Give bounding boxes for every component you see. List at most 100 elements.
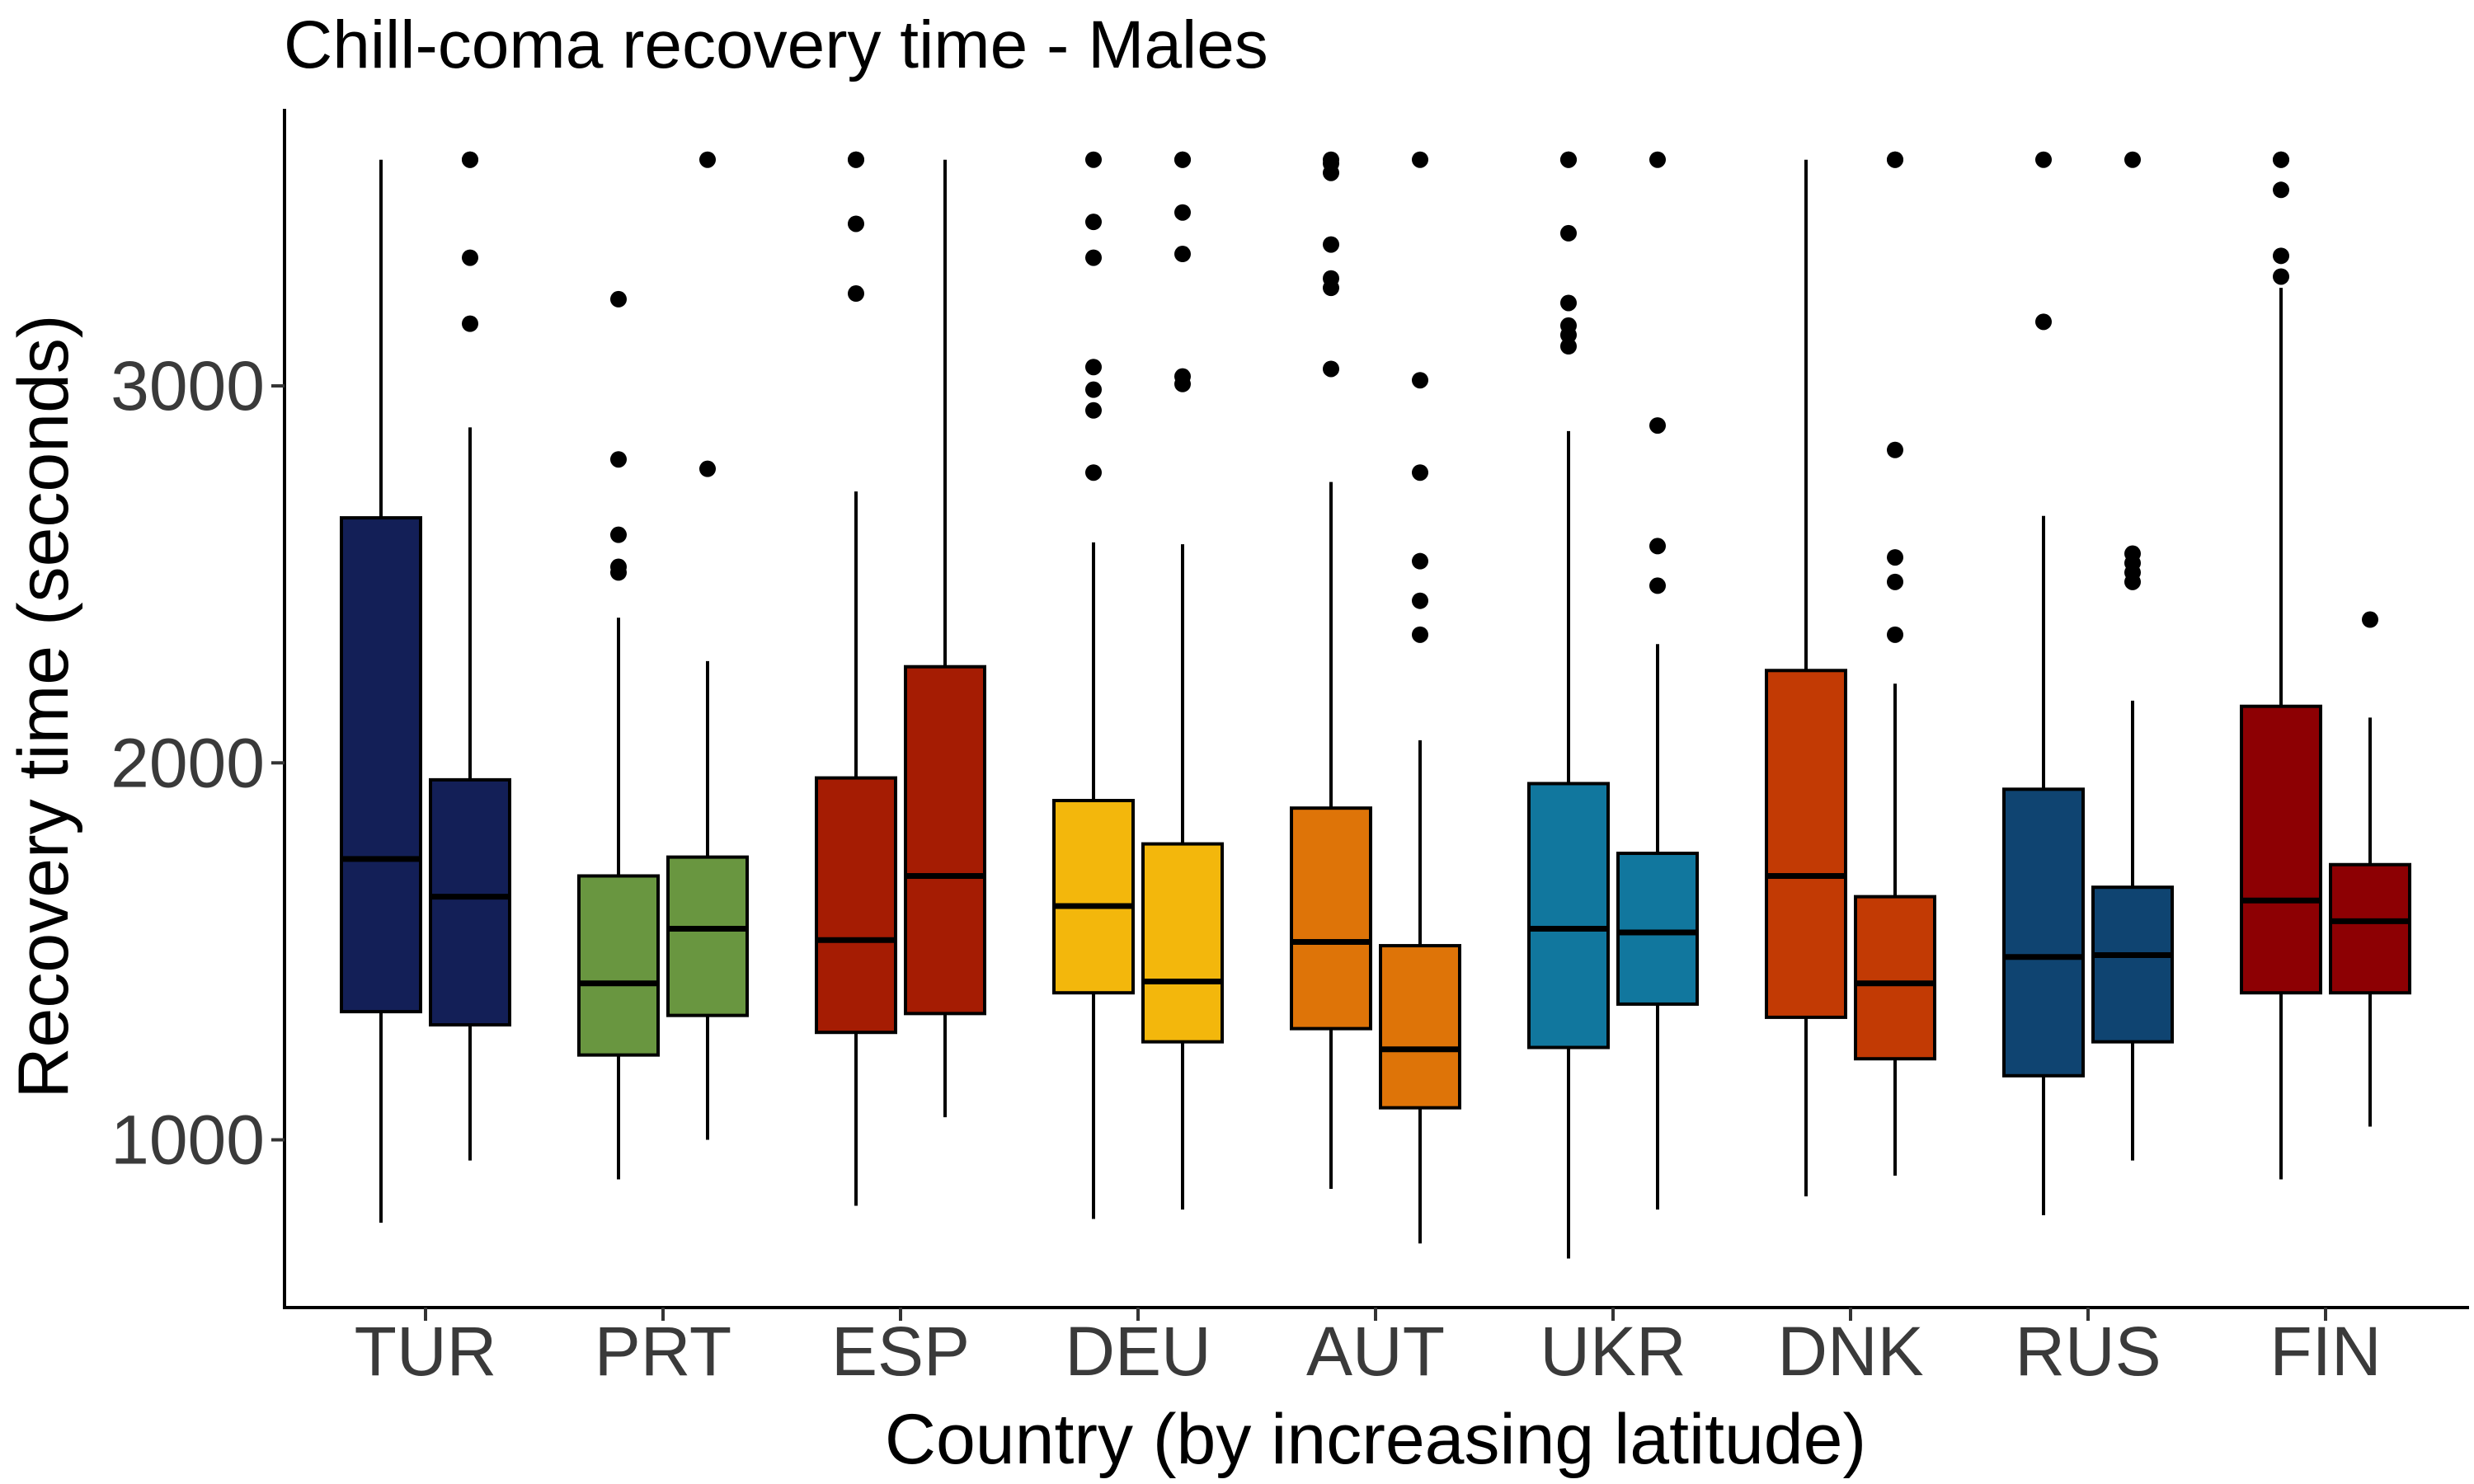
x-tick-label: AUT bbox=[1306, 1313, 1445, 1390]
outlier-point bbox=[610, 451, 627, 468]
box-rus-2 bbox=[2091, 151, 2174, 1161]
y-axis: 1000 2000 3000 bbox=[111, 347, 285, 1179]
box-ukr-2 bbox=[1616, 151, 1699, 1210]
box-tur-2 bbox=[429, 151, 511, 1161]
box-iqr bbox=[1379, 944, 1461, 1110]
y-axis-title: Recovery time (seconds) bbox=[4, 314, 83, 1098]
outlier-point bbox=[1323, 236, 1339, 253]
outlier-point bbox=[2273, 151, 2289, 168]
outlier-point bbox=[1174, 204, 1191, 221]
outlier-point bbox=[1174, 151, 1191, 168]
box-aut-2 bbox=[1379, 151, 1461, 1244]
outlier-point bbox=[1887, 151, 1903, 168]
outlier-point bbox=[2124, 545, 2141, 562]
x-tick-label: DNK bbox=[1777, 1313, 1923, 1390]
box-iqr bbox=[2240, 704, 2322, 995]
box-dnk-1 bbox=[1765, 159, 1847, 1197]
box-iqr bbox=[340, 516, 422, 1014]
outlier-point bbox=[1649, 538, 1666, 555]
x-tick-label: PRT bbox=[595, 1313, 731, 1390]
box-iqr bbox=[1052, 799, 1135, 995]
box-fin-1 bbox=[2240, 151, 2322, 1180]
box-ukr-1 bbox=[1527, 151, 1610, 1259]
outlier-point bbox=[462, 315, 478, 332]
outlier-point bbox=[610, 290, 627, 308]
outlier-point bbox=[1085, 402, 1102, 419]
box-iqr bbox=[2002, 787, 2085, 1078]
x-tick-label: DEU bbox=[1065, 1313, 1211, 1390]
x-axis-title: Country (by increasing latitude) bbox=[885, 1400, 1866, 1479]
y-tick-label: 1000 bbox=[111, 1101, 265, 1179]
outlier-point bbox=[1412, 464, 1428, 481]
outlier-point bbox=[1887, 549, 1903, 566]
outlier-point bbox=[1412, 552, 1428, 570]
outlier-point bbox=[2273, 247, 2289, 265]
box-iqr bbox=[666, 855, 749, 1017]
outlier-point bbox=[1085, 464, 1102, 481]
box-iqr bbox=[1527, 782, 1610, 1050]
box-fin-2 bbox=[2329, 611, 2411, 1127]
outlier-point bbox=[1887, 626, 1903, 643]
outlier-point bbox=[1412, 592, 1428, 609]
outlier-point bbox=[1323, 270, 1339, 287]
outlier-point bbox=[1649, 151, 1666, 168]
outlier-point bbox=[2035, 313, 2052, 331]
outlier-point bbox=[2124, 151, 2141, 168]
outlier-point bbox=[1323, 360, 1339, 378]
outlier-point bbox=[1560, 224, 1577, 242]
box-aut-1 bbox=[1290, 151, 1372, 1189]
box-dnk-2 bbox=[1854, 151, 1936, 1176]
outlier-point bbox=[2273, 268, 2289, 285]
y-tick-label: 2000 bbox=[111, 724, 265, 801]
outlier-point bbox=[1323, 151, 1339, 168]
outlier-point bbox=[462, 151, 478, 168]
outlier-point bbox=[1085, 359, 1102, 376]
outlier-point bbox=[848, 151, 864, 168]
outlier-point bbox=[848, 285, 864, 303]
outlier-point bbox=[1412, 151, 1428, 168]
box-iqr bbox=[429, 777, 511, 1027]
box-iqr bbox=[1765, 669, 1847, 1019]
box-esp-1 bbox=[815, 151, 897, 1206]
box-iqr bbox=[577, 874, 660, 1057]
box-rus-1 bbox=[2002, 151, 2085, 1215]
outlier-point bbox=[1174, 246, 1191, 263]
box-deu-2 bbox=[1141, 151, 1224, 1210]
outlier-point bbox=[848, 215, 864, 232]
outlier-point bbox=[1085, 249, 1102, 266]
outlier-point bbox=[2035, 151, 2052, 168]
outlier-point bbox=[1887, 441, 1903, 458]
plot-area bbox=[340, 151, 2411, 1259]
chart-title: Chill-coma recovery time - Males bbox=[284, 7, 1268, 82]
outlier-point bbox=[2273, 181, 2289, 199]
x-tick-label: UKR bbox=[1540, 1313, 1686, 1390]
box-iqr bbox=[1141, 842, 1224, 1044]
outlier-point bbox=[2362, 611, 2378, 628]
outlier-point bbox=[1560, 338, 1577, 355]
x-tick-label: ESP bbox=[831, 1313, 970, 1390]
box-prt-1 bbox=[577, 290, 660, 1180]
box-iqr bbox=[815, 776, 897, 1035]
outlier-point bbox=[1560, 317, 1577, 334]
box-tur-1 bbox=[340, 159, 422, 1223]
outlier-point bbox=[1085, 214, 1102, 231]
outlier-point bbox=[1649, 417, 1666, 434]
outlier-point bbox=[1649, 577, 1666, 594]
x-tick-label: FIN bbox=[2269, 1313, 2381, 1390]
box-deu-1 bbox=[1052, 151, 1135, 1219]
box-iqr bbox=[2329, 862, 2411, 995]
outlier-point bbox=[1085, 381, 1102, 398]
outlier-point bbox=[699, 151, 716, 168]
box-iqr bbox=[1854, 895, 1936, 1061]
outlier-point bbox=[462, 249, 478, 266]
box-iqr bbox=[1616, 852, 1699, 1006]
box-iqr bbox=[2091, 885, 2174, 1044]
outlier-point bbox=[1887, 573, 1903, 590]
outlier-point bbox=[1412, 626, 1428, 643]
y-tick-label: 3000 bbox=[111, 347, 265, 425]
outlier-point bbox=[1085, 151, 1102, 168]
box-iqr bbox=[904, 665, 986, 1016]
outlier-point bbox=[1412, 372, 1428, 389]
